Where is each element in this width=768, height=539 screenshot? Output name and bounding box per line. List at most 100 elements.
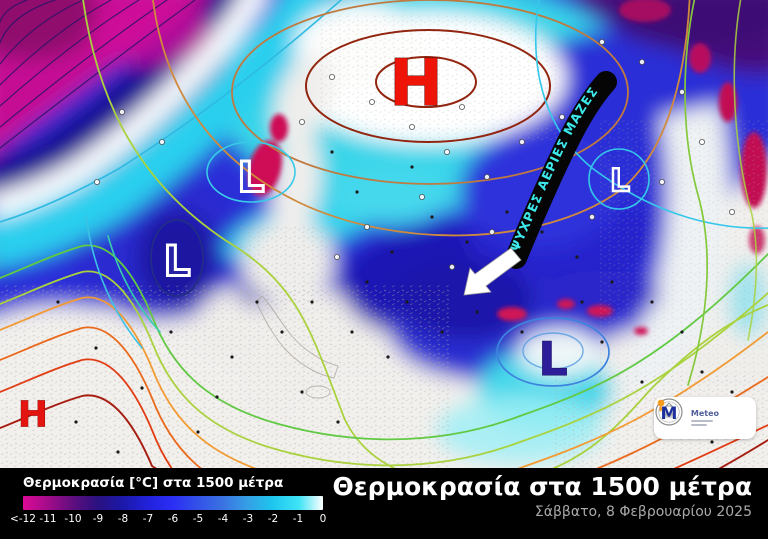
station-dot — [255, 300, 259, 304]
ring-marker — [483, 173, 490, 180]
map-date: Σάββατο, 8 Φεβρουαρίου 2025 — [534, 504, 752, 520]
cold-air-arrow-icon — [463, 247, 522, 296]
station-dot — [475, 310, 479, 314]
legend-tick: -7 — [142, 513, 154, 525]
station-dot — [330, 150, 334, 154]
ring-marker — [559, 114, 566, 121]
ring-marker — [328, 74, 335, 81]
ring-marker — [94, 178, 101, 185]
legend-tick: -6 — [167, 513, 179, 525]
station-dot — [365, 280, 369, 284]
legend-tick: -8 — [117, 513, 129, 525]
station-dot — [390, 250, 394, 254]
station-dot — [650, 300, 654, 304]
meteo-tagline-line — [690, 420, 713, 422]
legend-tick: -11 — [39, 513, 57, 525]
legend-ticks: <-12 -11 -10 -9 -8 -7 -6 -5 -4 -3 -2 -1 0 — [10, 513, 326, 527]
station-dot — [336, 420, 340, 424]
ring-marker — [158, 138, 165, 145]
station-dot — [140, 386, 144, 390]
station-dot — [600, 340, 604, 344]
svg-text:M: M — [661, 404, 678, 423]
station-dot — [730, 390, 734, 394]
ring-marker — [363, 223, 370, 230]
ring-marker — [519, 138, 526, 145]
legend-tick: -9 — [92, 513, 104, 525]
station-dot — [680, 330, 684, 334]
footer-bar: Θερμοκρασία [°C] στα 1500 μέτρα <-12 -11-… — [0, 468, 768, 539]
pressure-symbol-H: H — [389, 47, 443, 121]
station-markers — [56, 39, 736, 454]
station-dot — [640, 380, 644, 384]
legend-tick: -4 — [217, 513, 229, 525]
meteo-label: Meteo — [690, 409, 720, 418]
station-dot — [465, 240, 469, 244]
station-dot — [575, 255, 579, 259]
ring-marker — [418, 193, 425, 200]
station-dot — [580, 300, 584, 304]
station-dot — [386, 355, 390, 359]
branding-box: M Meteo — [654, 397, 756, 439]
legend-tick: 0 — [319, 513, 327, 525]
station-dot — [520, 330, 524, 334]
station-dot — [310, 300, 314, 304]
ring-marker — [589, 213, 596, 220]
station-dot — [440, 330, 444, 334]
ring-marker — [448, 263, 455, 270]
station-dot — [230, 355, 234, 359]
station-dot — [169, 330, 173, 334]
station-dot — [505, 210, 509, 214]
pressure-symbol-L: L — [164, 237, 191, 286]
station-dot — [410, 165, 414, 169]
legend-title: Θερμοκρασία [°C] στα 1500 μέτρα — [23, 475, 284, 491]
legend-tick: -5 — [192, 513, 204, 525]
station-dot — [700, 370, 704, 374]
ring-marker — [639, 59, 646, 66]
pressure-symbol-L: L — [538, 332, 567, 386]
italy-coastline — [255, 295, 339, 379]
station-dot — [196, 430, 200, 434]
station-dot — [280, 330, 284, 334]
station-dot — [355, 190, 359, 194]
legend-tick: -10 — [64, 513, 82, 525]
station-dot — [116, 450, 120, 454]
station-dot — [540, 230, 544, 234]
legend-tick: -2 — [267, 513, 279, 525]
isotherm-contours — [0, 0, 768, 468]
cold-air-banner — [505, 71, 617, 269]
station-dot — [56, 300, 60, 304]
pressure-symbol-H: H — [18, 395, 48, 436]
ring-marker — [333, 253, 340, 260]
legend-tick: <-12 — [10, 513, 36, 525]
meteo-tagline-line — [690, 424, 707, 426]
legend-tick: -1 — [292, 513, 304, 525]
meteo-logo-icon: M — [657, 399, 678, 423]
ring-marker — [368, 99, 375, 106]
station-dot — [350, 330, 354, 334]
ring-marker — [659, 178, 666, 185]
station-dot — [710, 440, 714, 444]
ring-marker — [298, 119, 305, 126]
ring-marker — [488, 228, 495, 235]
map-title: Θερμοκρασία στα 1500 μέτρα — [332, 472, 752, 501]
ring-marker — [408, 124, 415, 131]
station-dot — [300, 390, 304, 394]
legend-colorbar — [23, 496, 323, 510]
ring-marker — [679, 89, 686, 96]
station-dot — [74, 420, 78, 424]
ring-marker — [699, 138, 706, 145]
meteo-wordmark: Meteo — [690, 409, 720, 426]
pressure-symbol-L: L — [610, 163, 630, 199]
pressure-symbol-L: L — [238, 153, 265, 202]
station-dot — [215, 395, 219, 399]
ring-marker — [599, 39, 606, 46]
ring-marker — [458, 104, 465, 111]
legend-tick: -3 — [242, 513, 254, 525]
ring-marker — [729, 208, 736, 215]
ring-marker — [443, 148, 450, 155]
ring-marker — [119, 109, 126, 116]
